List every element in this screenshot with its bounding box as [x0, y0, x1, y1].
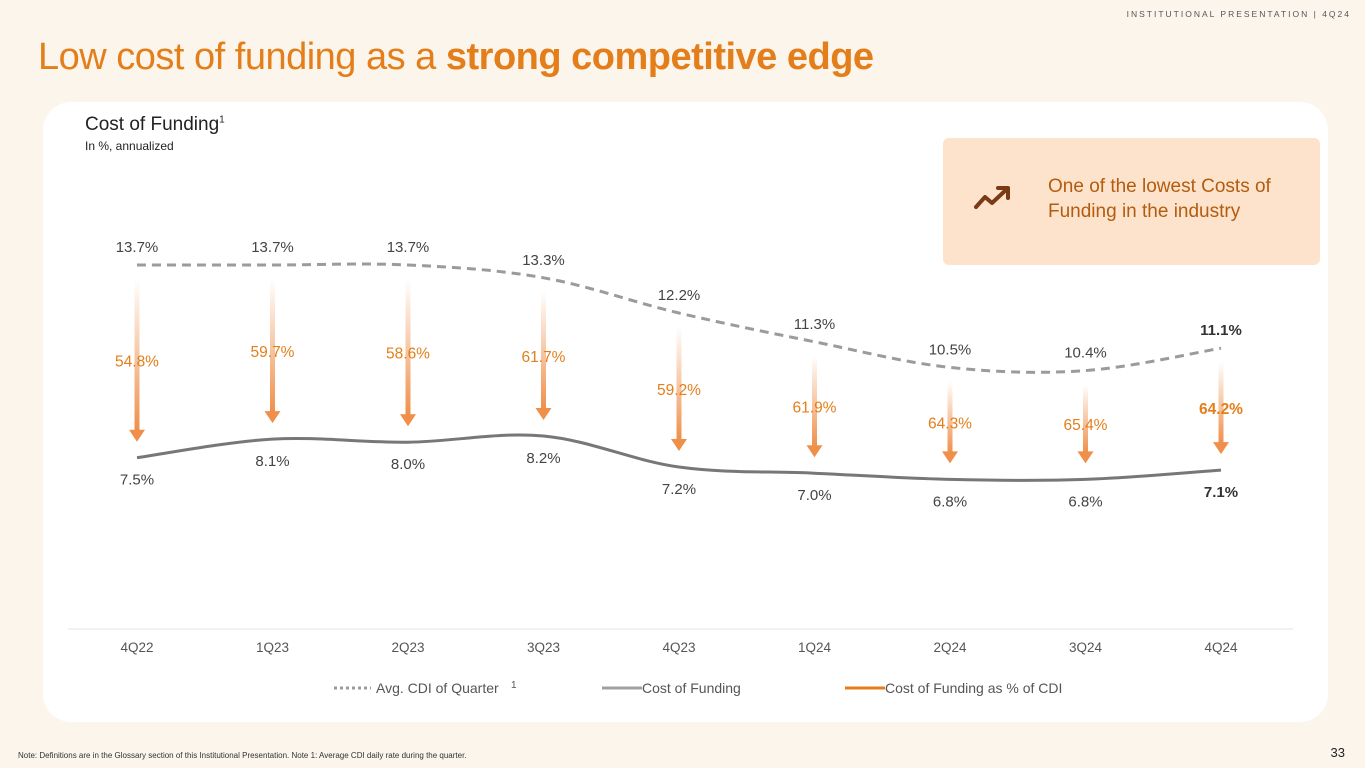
ratio-arrow-shaft: [134, 279, 140, 432]
x-axis-tick-label: 3Q23: [527, 640, 560, 655]
cdi-data-label: 13.7%: [251, 239, 294, 256]
cdi-data-label: 10.4%: [1064, 345, 1107, 362]
page-title-regular: Low cost of funding as a: [38, 36, 446, 78]
chart-subtitle: In %, annualized: [85, 139, 174, 153]
cdi-data-label: 13.7%: [116, 239, 159, 256]
ratio-arrow-shaft: [405, 279, 411, 417]
ratio-arrow-head: [942, 451, 958, 464]
ratio-data-label: 58.6%: [386, 346, 430, 363]
x-axis-tick-label: 2Q24: [933, 640, 967, 655]
cof-data-label: 8.2%: [526, 450, 560, 467]
ratio-arrow-shaft: [1218, 362, 1224, 445]
ratio-data-label: 61.7%: [522, 349, 566, 366]
ratio-arrow-head: [535, 408, 552, 420]
page-title-strong: strong competitive edge: [445, 36, 874, 78]
callout-text: One of the lowest Costs of Funding in th…: [1048, 176, 1271, 222]
chart-title-text: Cost of Funding: [85, 114, 220, 135]
x-axis-tick-label: 4Q22: [120, 640, 153, 655]
callout-box: One of the lowest Costs of Funding in th…: [943, 138, 1320, 265]
cdi-data-label: 13.3%: [522, 252, 565, 269]
ratio-arrow-head: [671, 439, 687, 451]
page-title: Low cost of funding as a strong competit…: [38, 36, 874, 79]
cdi-data-label: 11.1%: [1200, 322, 1242, 339]
ratio-arrow-head: [1213, 442, 1229, 455]
x-axis-tick-label: 4Q24: [1204, 640, 1238, 655]
cof-data-label: 7.1%: [1204, 484, 1238, 501]
ratio-data-label: 59.2%: [657, 382, 701, 399]
ratio-arrow-shaft: [1083, 384, 1088, 454]
cof-data-label: 6.8%: [1068, 493, 1102, 510]
x-axis-tick-label: 1Q24: [798, 640, 832, 655]
ratio-data-label: 61.9%: [793, 400, 837, 417]
ratio-data-label: 64.3%: [928, 415, 972, 432]
cof-data-label: 6.8%: [933, 493, 967, 510]
presentation-tag: INSTITUTIONAL PRESENTATION | 4Q24: [1126, 9, 1351, 19]
legend-ratio-label: Cost of Funding as % of CDI: [885, 680, 1062, 696]
legend-cdi-footnote-marker: 1: [511, 680, 517, 691]
ratio-arrow-head: [129, 429, 145, 442]
ratio-arrow-shaft: [270, 279, 275, 414]
cof-data-label: 7.5%: [120, 472, 154, 489]
cdi-data-label: 10.5%: [929, 341, 972, 358]
trending-up-icon: [974, 186, 1010, 209]
cost-of-funding-series-line: [136, 433, 1222, 482]
cdi-series-line: [136, 262, 1222, 374]
ratio-data-label: 64.2%: [1199, 401, 1243, 418]
x-axis-tick-label: 4Q23: [662, 640, 695, 655]
cof-data-label: 8.0%: [391, 456, 425, 473]
chart-title-footnote-marker: 1: [219, 114, 225, 126]
cof-data-label: 8.1%: [255, 453, 289, 470]
ratio-data-label: 54.8%: [115, 353, 159, 370]
ratio-data-label: 59.7%: [251, 344, 295, 361]
cof-data-label: 7.0%: [797, 487, 831, 504]
footnote: Note: Definitions are in the Glossary se…: [18, 751, 467, 760]
x-axis-tick-label: 1Q23: [256, 640, 289, 655]
ratio-arrow-shaft: [812, 355, 817, 448]
legend-cdi-label: Avg. CDI of Quarter: [376, 680, 499, 696]
cdi-data-label: 12.2%: [658, 287, 701, 304]
x-axis-tick-label: 2Q23: [391, 640, 424, 655]
x-axis-tick-label: 3Q24: [1069, 640, 1103, 655]
cdi-data-label: 13.7%: [387, 239, 430, 256]
legend-cof-label: Cost of Funding: [642, 680, 741, 696]
cof-data-label: 7.2%: [662, 481, 696, 498]
ratio-arrow-shaft: [947, 381, 953, 454]
ratio-arrow-head: [806, 445, 823, 458]
ratio-arrow-shaft: [676, 327, 682, 441]
page-number: 33: [1330, 745, 1345, 760]
cdi-data-label: 11.3%: [794, 316, 835, 333]
ratio-data-label: 65.4%: [1064, 417, 1108, 434]
chart-title: Cost of Funding1: [85, 114, 225, 136]
ratio-arrow-head: [1077, 451, 1094, 464]
ratio-arrow-shaft: [541, 291, 546, 410]
ratio-arrow-head: [400, 414, 416, 427]
ratio-arrow-head: [264, 411, 281, 424]
